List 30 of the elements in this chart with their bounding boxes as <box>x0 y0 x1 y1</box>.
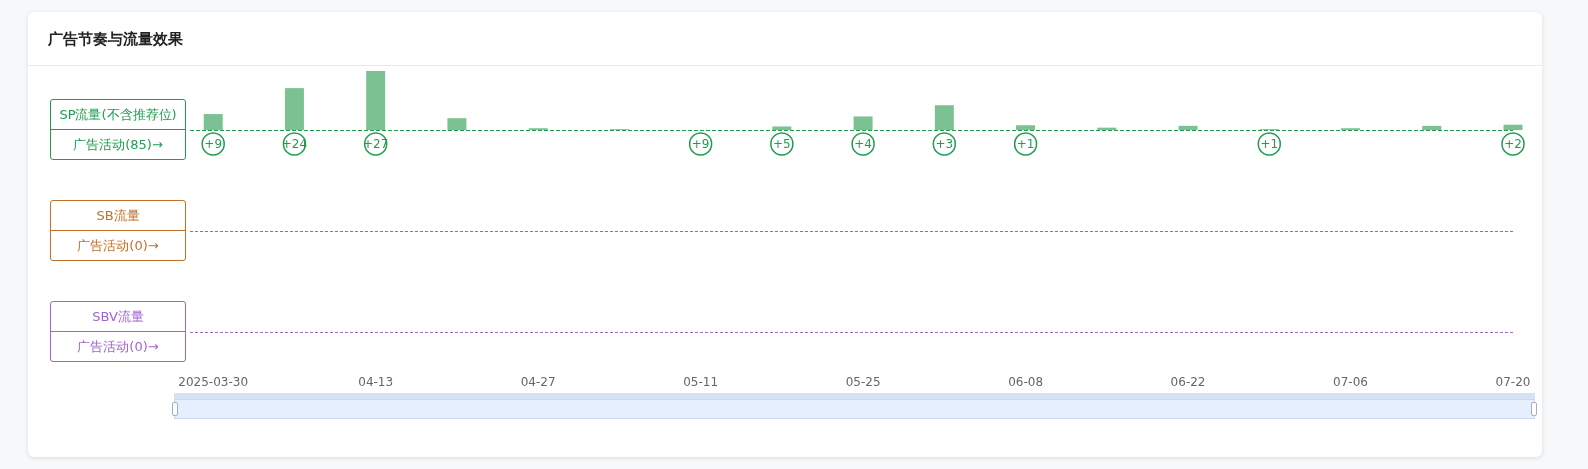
annotation: +1 <box>1016 137 1035 151</box>
bar <box>1178 125 1198 130</box>
bar <box>447 118 467 130</box>
text: 广告活动(0)→ <box>76 338 160 356</box>
y-axis-title: SP流量(不含推荐位) <box>51 100 185 130</box>
annotation: +2 <box>1504 137 1522 151</box>
text: SB流量 <box>51 201 185 231</box>
x-tick-label: 2025-03-30 <box>178 375 249 389</box>
annotation: +3 <box>935 137 954 151</box>
bar <box>772 126 792 130</box>
x-tick-label: 05-11 <box>683 375 719 389</box>
annotation: +1 <box>1260 137 1279 151</box>
annotation: +4 <box>854 137 872 151</box>
x-tick-label: 04-13 <box>358 375 394 389</box>
annotation: +9 <box>204 137 223 151</box>
bar <box>1503 124 1523 130</box>
x-tick-label: 07-06 <box>1333 375 1368 389</box>
chart-title: 广告节奏与流量效果 <box>48 30 183 49</box>
bar <box>1016 125 1036 130</box>
annotation: +9 <box>691 137 710 151</box>
text: 广告活动(85)→ <box>72 136 164 154</box>
x-tick-label: 06-22 <box>1170 375 1206 389</box>
text: 广告活动(0)→ <box>76 237 160 255</box>
x-tick-label: 07-20 <box>1495 375 1531 389</box>
annotation: +5 <box>773 137 791 151</box>
x-tick-label: 06-08 <box>1008 375 1044 389</box>
bar <box>1422 125 1442 130</box>
x-tick-label: 05-25 <box>845 375 881 389</box>
x-tick-label: 04-27 <box>520 375 556 389</box>
text: SBV流量 <box>51 302 185 332</box>
